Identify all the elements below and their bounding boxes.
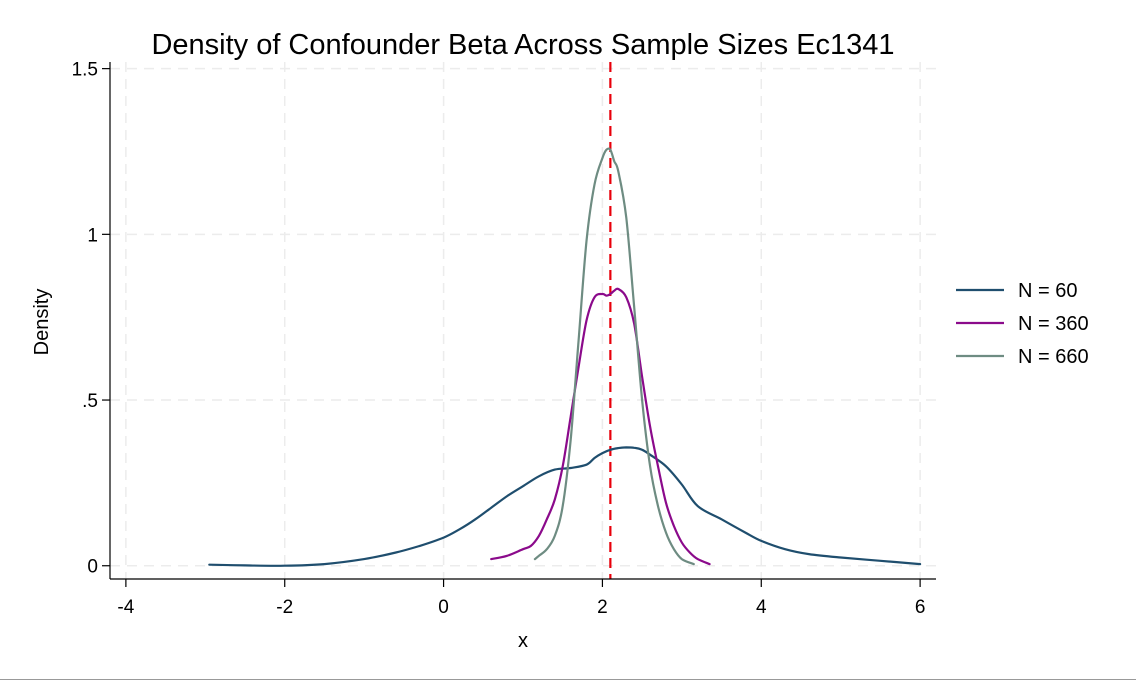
x-tick-label: 0 [438,597,449,618]
axes: -4 -2 0 2 4 6 0 .5 1 1.5 [72,60,936,618]
x-tick-label: 2 [597,597,608,618]
y-tick-label: 1 [87,225,98,246]
x-axis-label: x [518,630,528,652]
legend-label-1: N = 60 [1018,280,1077,302]
series-line-1 [208,446,922,567]
bottom-divider [0,679,1136,680]
x-tick-label: -2 [276,597,293,618]
legend-label-2: N = 360 [1018,313,1089,335]
x-tick-label: 4 [756,597,767,618]
legend: N = 60 N = 360 N = 660 [956,280,1089,368]
x-tick-label: 6 [915,597,926,618]
series-line-2 [490,287,711,566]
x-tick-label: -4 [117,597,134,618]
series-lines [208,147,922,567]
series-line-3 [533,147,695,566]
y-tick-label: .5 [82,391,98,412]
grid-lines [110,62,936,579]
y-axis-label: Density [31,289,53,356]
legend-label-3: N = 660 [1018,346,1089,368]
chart-title: Density of Confounder Beta Across Sample… [151,29,894,61]
y-tick-label: 1.5 [72,60,98,81]
y-tick-label: 0 [87,557,98,578]
